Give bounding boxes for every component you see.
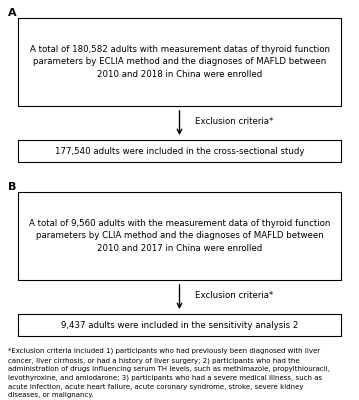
Text: Exclusion criteria*: Exclusion criteria* <box>195 118 273 126</box>
FancyBboxPatch shape <box>18 314 341 336</box>
Text: Exclusion criteria*: Exclusion criteria* <box>195 292 273 300</box>
Text: A total of 180,582 adults with measurement datas of thyroid function
parameters : A total of 180,582 adults with measureme… <box>29 45 330 79</box>
Text: 177,540 adults were included in the cross-sectional study: 177,540 adults were included in the cros… <box>55 146 304 156</box>
Text: A total of 9,560 adults with the measurement data of thyroid function
parameters: A total of 9,560 adults with the measure… <box>29 219 330 253</box>
Text: *Exclusion criteria included 1) participants who had previously been diagnosed w: *Exclusion criteria included 1) particip… <box>8 348 330 398</box>
FancyBboxPatch shape <box>18 18 341 106</box>
FancyBboxPatch shape <box>18 192 341 280</box>
FancyBboxPatch shape <box>18 140 341 162</box>
Text: B: B <box>8 182 17 192</box>
Text: 9,437 adults were included in the sensitivity analysis 2: 9,437 adults were included in the sensit… <box>61 320 298 330</box>
Text: A: A <box>8 8 17 18</box>
